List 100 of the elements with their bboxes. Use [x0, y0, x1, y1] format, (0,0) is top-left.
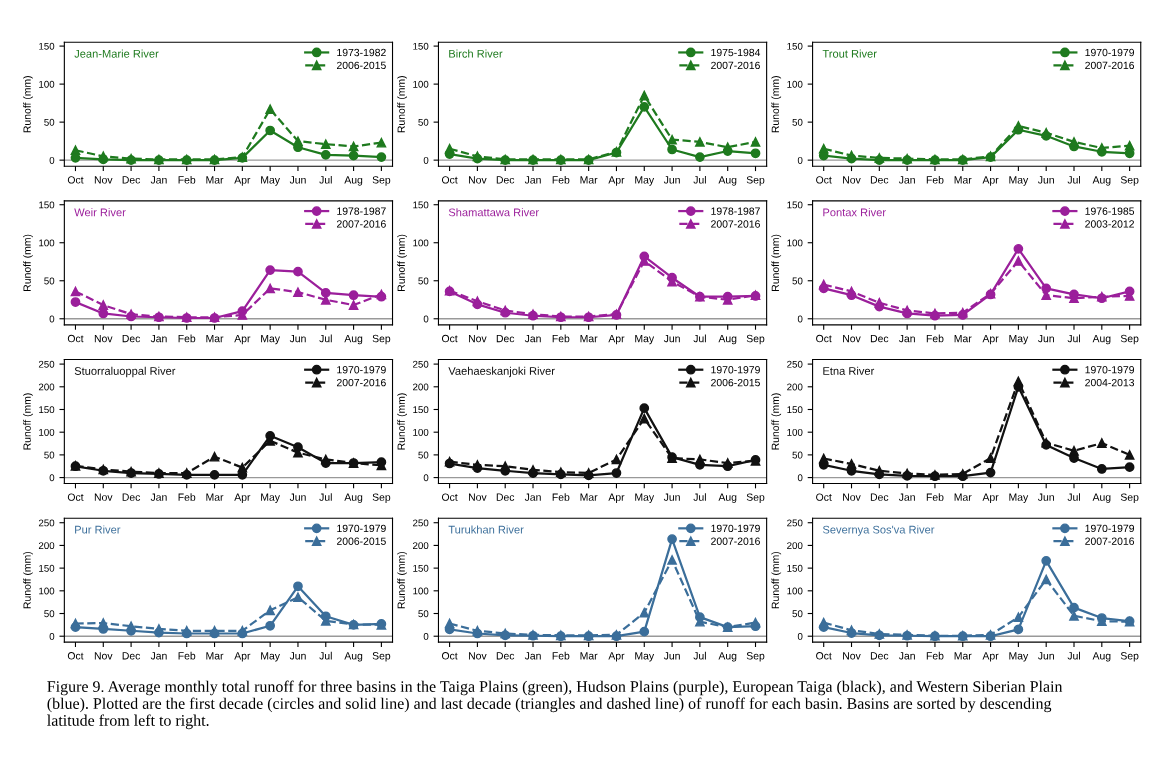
y-tick-label: 0 — [797, 632, 803, 640]
x-tick-label: Jul — [693, 651, 706, 660]
text: Weir River — [74, 208, 126, 217]
x-tick-label: May — [1009, 334, 1029, 345]
x-tick-label: Jul — [1067, 493, 1080, 501]
x-tick-label: Oct — [67, 176, 84, 184]
x-tick-label: Feb — [926, 334, 944, 343]
text: Severnya Sos'va River — [822, 525, 935, 536]
y-tick-label: 250 — [787, 360, 803, 368]
x-tick-label: Aug — [1092, 652, 1111, 662]
text: Birch River — [449, 49, 503, 58]
legend-label: 1970-1979 — [1085, 366, 1135, 374]
legend-label: 2007-2016 — [336, 220, 386, 228]
y-tick-label: 50 — [44, 118, 55, 126]
x-tick-label: Jul — [319, 651, 332, 660]
x-tick-label: Jul — [693, 334, 706, 343]
x-tick-label: Jun — [1037, 334, 1054, 343]
x-tick-label: Jan — [150, 176, 167, 184]
text: Pontax River — [823, 208, 886, 217]
x-tick-label: Jan — [524, 334, 541, 343]
legend-label: 2007-2016 — [1085, 537, 1135, 545]
x-tick-label: Mar — [206, 176, 224, 184]
x-tick-label: May — [635, 493, 655, 503]
x-tick-label: Oct — [816, 334, 832, 343]
x-tick-label: Jan — [150, 652, 167, 660]
y-axis-title: Runoff (mm) — [397, 393, 407, 450]
legend-label: 2004-2013 — [1085, 378, 1135, 387]
legend-label: 1973-1982 — [337, 48, 386, 57]
legend-label: 2007-2016 — [711, 537, 760, 545]
x-tick-label: Feb — [552, 651, 570, 660]
x-tick-label: Apr — [982, 334, 999, 345]
x-tick-label: Nov — [468, 334, 487, 343]
x-tick-label: Oct — [441, 334, 458, 343]
y-tick-label: 100 — [39, 428, 55, 436]
legend-label: 2007-2016 — [711, 220, 760, 228]
legend-label: 1970-1979 — [711, 524, 760, 533]
y-tick-label: 200 — [413, 383, 429, 391]
x-tick-label: Jun — [663, 493, 680, 501]
x-tick-label: Jun — [1037, 652, 1054, 660]
y-tick-label: 200 — [787, 542, 803, 550]
x-tick-label: Jan — [898, 334, 915, 343]
x-tick-label: Mar — [580, 493, 598, 501]
legend-label: 1970-1979 — [337, 366, 386, 374]
x-tick-label: Sep — [372, 176, 391, 186]
legend-label: 1975-1984 — [711, 48, 761, 57]
x-tick-label: Sep — [1120, 493, 1139, 503]
y-tick-label: 100 — [39, 239, 55, 247]
y-tick-label: 150 — [39, 201, 55, 209]
x-tick-label: Jan — [524, 493, 541, 501]
legend-label: 1970-1979 — [1085, 48, 1135, 57]
text: Etna River — [823, 366, 875, 375]
x-tick-label: Jul — [1067, 334, 1080, 343]
x-tick-label: Mar — [206, 493, 224, 501]
x-tick-label: May — [635, 176, 655, 186]
x-tick-label: May — [635, 334, 655, 345]
x-tick-label: Aug — [1092, 493, 1111, 503]
x-tick-label: Dec — [870, 652, 889, 660]
x-tick-label: Sep — [746, 334, 765, 345]
text: Pur River — [75, 525, 121, 534]
y-tick-label: 0 — [49, 474, 55, 482]
legend-label: 2006-2015 — [336, 537, 386, 545]
y-tick-label: 200 — [413, 542, 429, 550]
x-tick-label: Jan — [150, 493, 167, 501]
y-tick-label: 100 — [787, 239, 803, 247]
y-tick-label: 150 — [39, 406, 55, 414]
text: Jean-Marie River — [74, 49, 159, 58]
x-tick-label: Sep — [1120, 176, 1139, 186]
x-tick-label: Sep — [746, 652, 765, 662]
x-tick-label: Aug — [718, 334, 737, 345]
y-tick-label: 0 — [49, 632, 55, 640]
x-tick-label: Jun — [289, 493, 306, 501]
x-tick-label: Aug — [1092, 334, 1111, 345]
y-tick-label: 150 — [413, 42, 429, 50]
legend-label: 1978-1987 — [711, 207, 760, 215]
y-tick-label: 100 — [787, 428, 803, 436]
text: Shamattawa River — [448, 208, 539, 217]
y-tick-label: 150 — [787, 201, 803, 209]
x-tick-label: Feb — [552, 493, 570, 501]
x-tick-label: Dec — [496, 652, 515, 660]
y-tick-label: 100 — [413, 587, 429, 595]
x-tick-label: May — [261, 652, 280, 662]
y-tick-label: 150 — [39, 42, 55, 50]
legend-label: 1970-1979 — [1085, 524, 1135, 533]
x-tick-label: Jan — [524, 176, 541, 184]
x-tick-label: Nov — [843, 652, 861, 660]
y-tick-label: 100 — [39, 80, 55, 88]
x-tick-label: Nov — [94, 176, 113, 184]
text: Trout River — [822, 49, 877, 58]
x-tick-label: Apr — [982, 493, 999, 503]
y-axis-title: Runoff (mm) — [397, 76, 407, 133]
x-tick-label: Apr — [608, 493, 625, 503]
x-tick-label: Dec — [870, 334, 889, 343]
x-tick-label: May — [261, 176, 280, 186]
x-tick-label: Nov — [468, 652, 487, 660]
y-tick-label: 250 — [787, 519, 803, 527]
x-tick-label: Sep — [746, 176, 765, 186]
y-tick-label: 50 — [792, 610, 803, 618]
x-tick-label: Mar — [206, 652, 224, 660]
y-tick-label: 250 — [413, 360, 429, 368]
x-tick-label: Nov — [468, 493, 487, 501]
